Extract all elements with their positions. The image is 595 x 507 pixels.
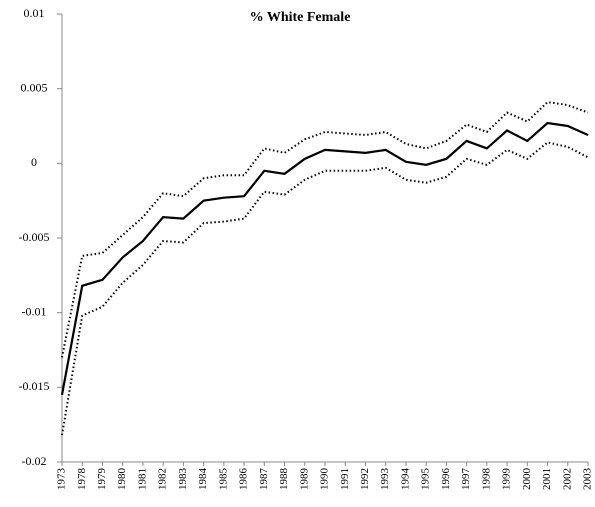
x-tick-label: 1981 bbox=[136, 468, 148, 490]
x-tick-label: 1991 bbox=[339, 468, 351, 490]
x-tick-label: 1996 bbox=[440, 468, 452, 491]
x-tick-label: 1998 bbox=[480, 468, 492, 491]
x-tick-label: 2003 bbox=[582, 468, 594, 491]
y-tick-label: -0.02 bbox=[22, 454, 47, 468]
x-tick-label: 1993 bbox=[379, 468, 391, 491]
series-line bbox=[61, 101, 589, 358]
chart-title: % White Female bbox=[250, 10, 351, 25]
x-tick-label: 1984 bbox=[197, 468, 209, 491]
series-line bbox=[60, 121, 589, 396]
x-tick-label: 1997 bbox=[460, 468, 472, 491]
x-tick-label: 1986 bbox=[238, 468, 250, 491]
y-tick-label: -0.01 bbox=[22, 304, 47, 318]
x-tick-label: 1973 bbox=[56, 468, 68, 491]
y-tick-label: -0.015 bbox=[19, 379, 50, 393]
x-tick-label: 1987 bbox=[258, 468, 270, 491]
y-tick-label: 0 bbox=[31, 155, 37, 169]
x-tick-label: 1982 bbox=[157, 468, 169, 490]
x-tick-label: 1990 bbox=[319, 468, 331, 491]
x-tick-label: 1994 bbox=[399, 468, 411, 491]
x-tick-label: 1985 bbox=[217, 468, 229, 491]
x-tick-label: 2002 bbox=[561, 468, 573, 490]
x-tick-label: 2000 bbox=[521, 468, 533, 491]
x-tick-label: 1992 bbox=[359, 468, 371, 490]
x-tick-label: 1999 bbox=[501, 468, 513, 491]
x-tick-label: 1988 bbox=[278, 468, 290, 491]
x-tick-label: 2001 bbox=[541, 468, 553, 490]
y-tick-label: 0.01 bbox=[24, 6, 45, 20]
y-tick-label: 0.005 bbox=[21, 80, 48, 94]
x-tick-label: 1989 bbox=[298, 468, 310, 491]
x-tick-label: 1979 bbox=[96, 468, 108, 491]
x-tick-label: 1995 bbox=[420, 468, 432, 491]
x-tick-label: 1983 bbox=[177, 468, 189, 491]
x-tick-label: 1980 bbox=[116, 468, 128, 491]
x-tick-label: 1978 bbox=[76, 468, 88, 491]
series-line bbox=[61, 141, 589, 436]
y-tick-label: -0.005 bbox=[19, 230, 50, 244]
